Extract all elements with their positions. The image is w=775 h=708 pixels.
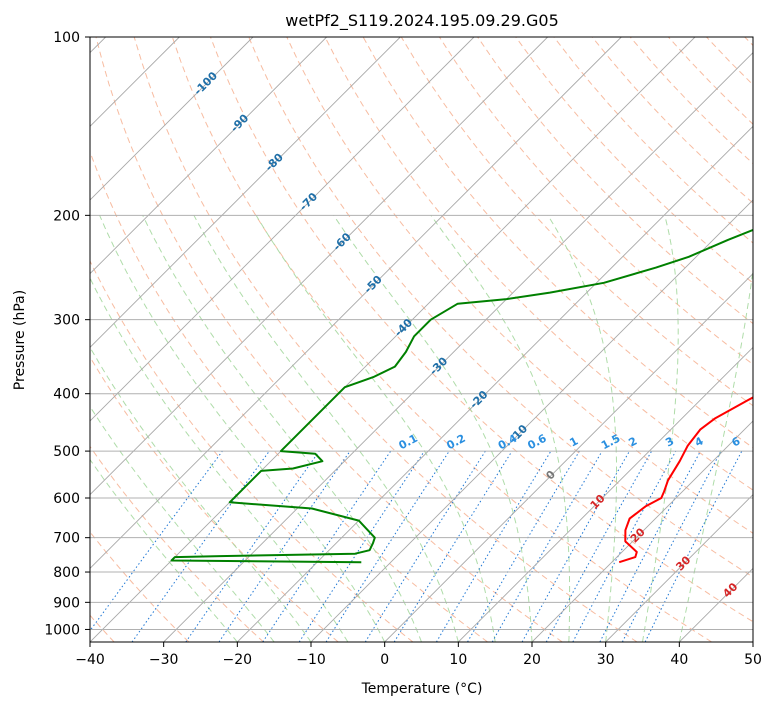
y-axis-title: Pressure (hPa) bbox=[12, 290, 28, 390]
isotherm-line bbox=[384, 273, 753, 642]
moist-adiabats bbox=[90, 215, 753, 642]
dry-adiabats bbox=[90, 37, 753, 642]
x-tick-label: 10 bbox=[449, 652, 467, 668]
x-tick-label: 20 bbox=[523, 652, 541, 668]
isotherm-line bbox=[237, 125, 753, 642]
isotherm-line bbox=[90, 37, 254, 201]
isotherm-line bbox=[605, 494, 753, 642]
y-tick-label: 900 bbox=[53, 595, 80, 611]
chart-title: wetPf2_S119.2024.195.09.29.G05 bbox=[285, 11, 559, 31]
y-tick-label: 300 bbox=[53, 313, 80, 329]
mixing-ratio-line bbox=[218, 450, 351, 642]
isotherm-line bbox=[310, 199, 753, 642]
x-tick-label: 30 bbox=[597, 652, 615, 668]
x-tick-label: −20 bbox=[223, 652, 253, 668]
dry-adiabat-line bbox=[515, 37, 753, 284]
moist-adiabat-line bbox=[90, 346, 312, 642]
dry-adiabat-line bbox=[133, 37, 638, 642]
moist-adiabat-line bbox=[90, 458, 238, 642]
isotherm-line bbox=[458, 346, 753, 642]
dry-adiabat-line bbox=[90, 259, 414, 642]
dry-adiabat-line bbox=[90, 445, 264, 642]
mixing-ratio-line bbox=[90, 450, 223, 632]
dry-adiabat-line bbox=[248, 37, 753, 578]
isotherm-line bbox=[90, 37, 327, 275]
dry-adiabat-line bbox=[171, 37, 712, 642]
isotherm-line bbox=[163, 52, 753, 642]
moist-adiabat-line bbox=[547, 215, 617, 642]
mixing-ratio-line bbox=[393, 450, 513, 642]
moist-adiabat-line bbox=[142, 215, 422, 642]
mixing-ratio-line bbox=[262, 450, 392, 642]
x-tick-label: −40 bbox=[75, 652, 105, 668]
x-axis-ticks: −40 −30 −20 −10 0 10 20 30 40 50 bbox=[75, 642, 762, 668]
y-tick-label: 1000 bbox=[44, 622, 80, 638]
moist-adiabat-line bbox=[678, 266, 753, 642]
isotherm-line bbox=[90, 37, 548, 496]
y-tick-label: 400 bbox=[53, 387, 80, 403]
profile-series bbox=[170, 228, 753, 564]
moist-adiabat-line bbox=[430, 215, 571, 642]
dry-adiabat-line bbox=[95, 37, 563, 642]
dry-adiabat-line bbox=[286, 37, 753, 534]
x-tick-label: 40 bbox=[670, 652, 688, 668]
isotherm-line bbox=[90, 37, 475, 422]
isotherm-line bbox=[90, 37, 401, 348]
moist-adiabat-line bbox=[90, 405, 275, 642]
mixing-ratio-line bbox=[644, 450, 743, 642]
x-axis-title: Temperature (°C) bbox=[361, 681, 483, 697]
mixing-ratio-line bbox=[521, 450, 630, 642]
isotherm-line bbox=[90, 37, 696, 642]
moist-adiabat-line bbox=[333, 215, 533, 642]
moist-adiabat-line bbox=[193, 215, 459, 642]
y-tick-label: 100 bbox=[53, 30, 80, 46]
mixing-ratio-lines bbox=[90, 450, 743, 642]
pressure-gridlines bbox=[90, 37, 753, 630]
temperature-profile-line bbox=[618, 396, 753, 564]
mixing-ratio-line bbox=[298, 450, 425, 642]
mixing-ratio-line bbox=[325, 450, 450, 642]
dry-adiabat-line bbox=[324, 37, 753, 491]
y-axis-ticks: 100 200 300 400 500 600 700 800 900 1000 bbox=[44, 30, 90, 638]
dry-adiabat-line bbox=[210, 37, 753, 623]
mixing-ratio-line bbox=[131, 450, 270, 642]
plot-frame bbox=[89, 36, 754, 643]
mixing-ratio-line bbox=[185, 450, 320, 642]
moist-adiabat-line bbox=[642, 215, 679, 642]
y-tick-label: 700 bbox=[53, 531, 80, 547]
y-tick-label: 800 bbox=[53, 565, 80, 581]
y-tick-label: 200 bbox=[53, 208, 80, 224]
mixing-ratio-line bbox=[572, 450, 677, 642]
dry-adiabat-line bbox=[90, 356, 339, 642]
x-tick-label: −10 bbox=[296, 652, 326, 668]
mixing-ratio-line bbox=[545, 450, 653, 642]
isotherm-line bbox=[90, 37, 622, 569]
x-tick-label: 0 bbox=[380, 652, 389, 668]
isotherm-line bbox=[531, 420, 753, 642]
dewpoint-profile-line bbox=[170, 228, 753, 564]
y-tick-label: 600 bbox=[53, 491, 80, 507]
x-tick-label: 50 bbox=[744, 652, 762, 668]
y-tick-label: 500 bbox=[53, 444, 80, 460]
moist-adiabat-line bbox=[99, 215, 386, 642]
x-tick-label: −30 bbox=[149, 652, 179, 668]
isotherms bbox=[90, 37, 753, 642]
